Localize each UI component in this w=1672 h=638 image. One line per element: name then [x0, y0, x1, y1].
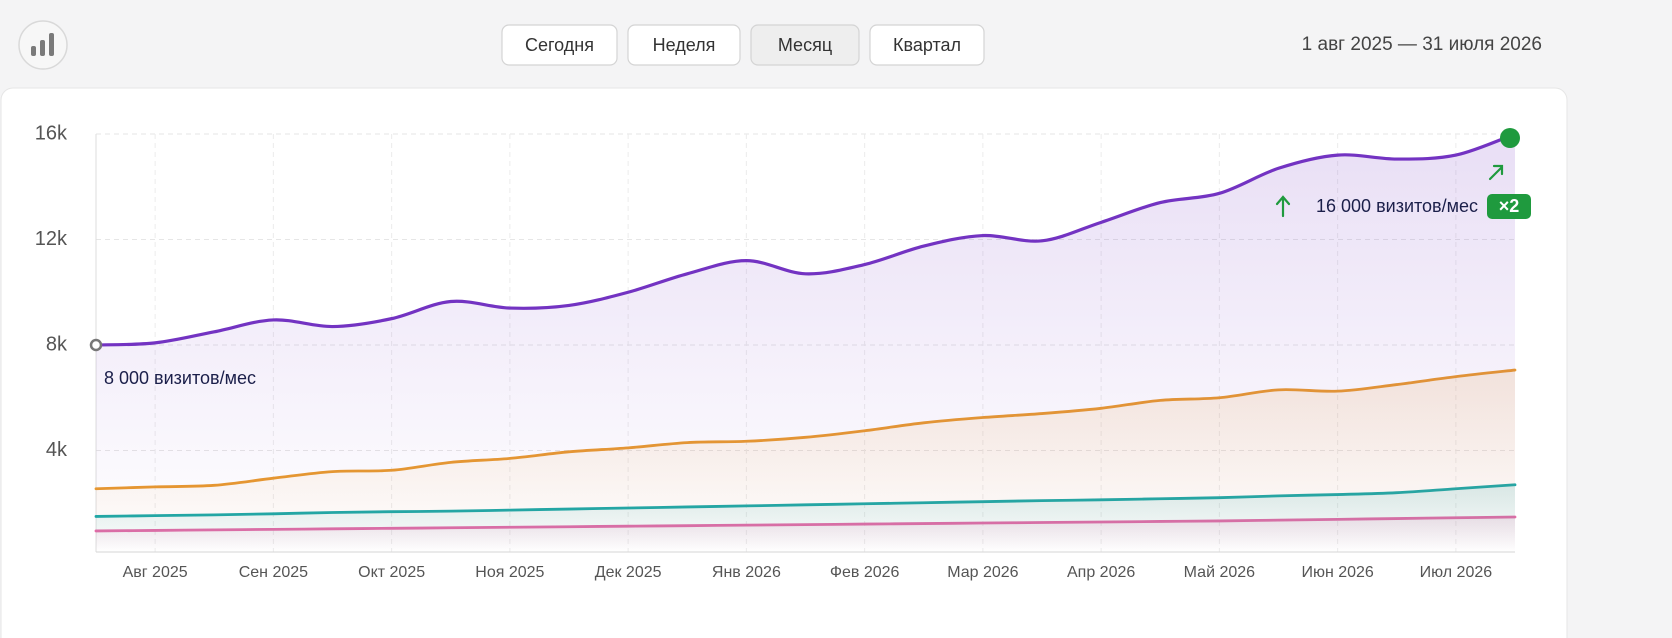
end-marker: [1500, 128, 1520, 148]
period-button[interactable]: Неделя: [627, 24, 741, 66]
y-tick-label: 16k: [35, 122, 68, 144]
x-tick-label: Авг 2025: [123, 564, 188, 581]
trend-arrow: [1488, 164, 1504, 181]
growth-badge: [1487, 194, 1531, 219]
icon-bar: [31, 46, 36, 56]
period-button[interactable]: Сегодня: [501, 24, 618, 66]
x-tick-label: Май 2026: [1184, 564, 1255, 581]
y-tick-label: 8k: [46, 333, 68, 355]
x-tick-label: Июл 2026: [1420, 564, 1493, 581]
x-tick-label: Фев 2026: [830, 564, 900, 581]
button-label: Сегодня: [525, 35, 594, 55]
period-switcher: Сегодня Неделя Месяц Квартал: [501, 24, 985, 66]
area-fill: [96, 134, 1515, 552]
button-label: Квартал: [893, 35, 961, 55]
button-background: [627, 24, 741, 66]
icon-bar: [40, 40, 45, 56]
button-label: Неделя: [653, 35, 716, 55]
button-background: [750, 24, 860, 66]
button-label: Месяц: [778, 35, 832, 55]
start-marker: [89, 338, 103, 352]
growth-badge-label: ×2: [1499, 196, 1520, 216]
x-tick-label: Июн 2026: [1301, 564, 1373, 581]
y-tick-label: 4k: [46, 439, 68, 461]
period-button[interactable]: Месяц: [750, 24, 860, 66]
annotation-end: 16 000 визитов/мес: [1316, 196, 1478, 216]
period-button[interactable]: Квартал: [869, 24, 985, 66]
x-tick-label: Дек 2025: [595, 564, 662, 581]
x-tick-label: Апр 2026: [1067, 564, 1135, 581]
annotation-start: 8 000 визитов/мес: [104, 368, 256, 388]
app-icon[interactable]: [18, 20, 68, 70]
series-line: [94, 132, 1517, 347]
y-tick-label: 12k: [35, 228, 68, 250]
button-background: [501, 24, 618, 66]
button-background: [869, 24, 985, 66]
x-tick-label: Ноя 2025: [475, 564, 544, 581]
icon-bar: [49, 33, 54, 56]
date-range: 1 авг 2025 — 31 июля 2026: [1302, 34, 1542, 55]
plot: 4k 8k 12k 16k Авг 2025 Сен 2025 Окт 2025 Ноя 20…: [35, 122, 1531, 581]
x-tick-label: Янв 2026: [712, 564, 781, 581]
x-tick-label: Сен 2025: [239, 564, 308, 581]
x-tick-label: Окт 2025: [358, 564, 425, 581]
up-arrow: [1275, 195, 1291, 218]
x-tick-label: Мар 2026: [947, 564, 1018, 581]
